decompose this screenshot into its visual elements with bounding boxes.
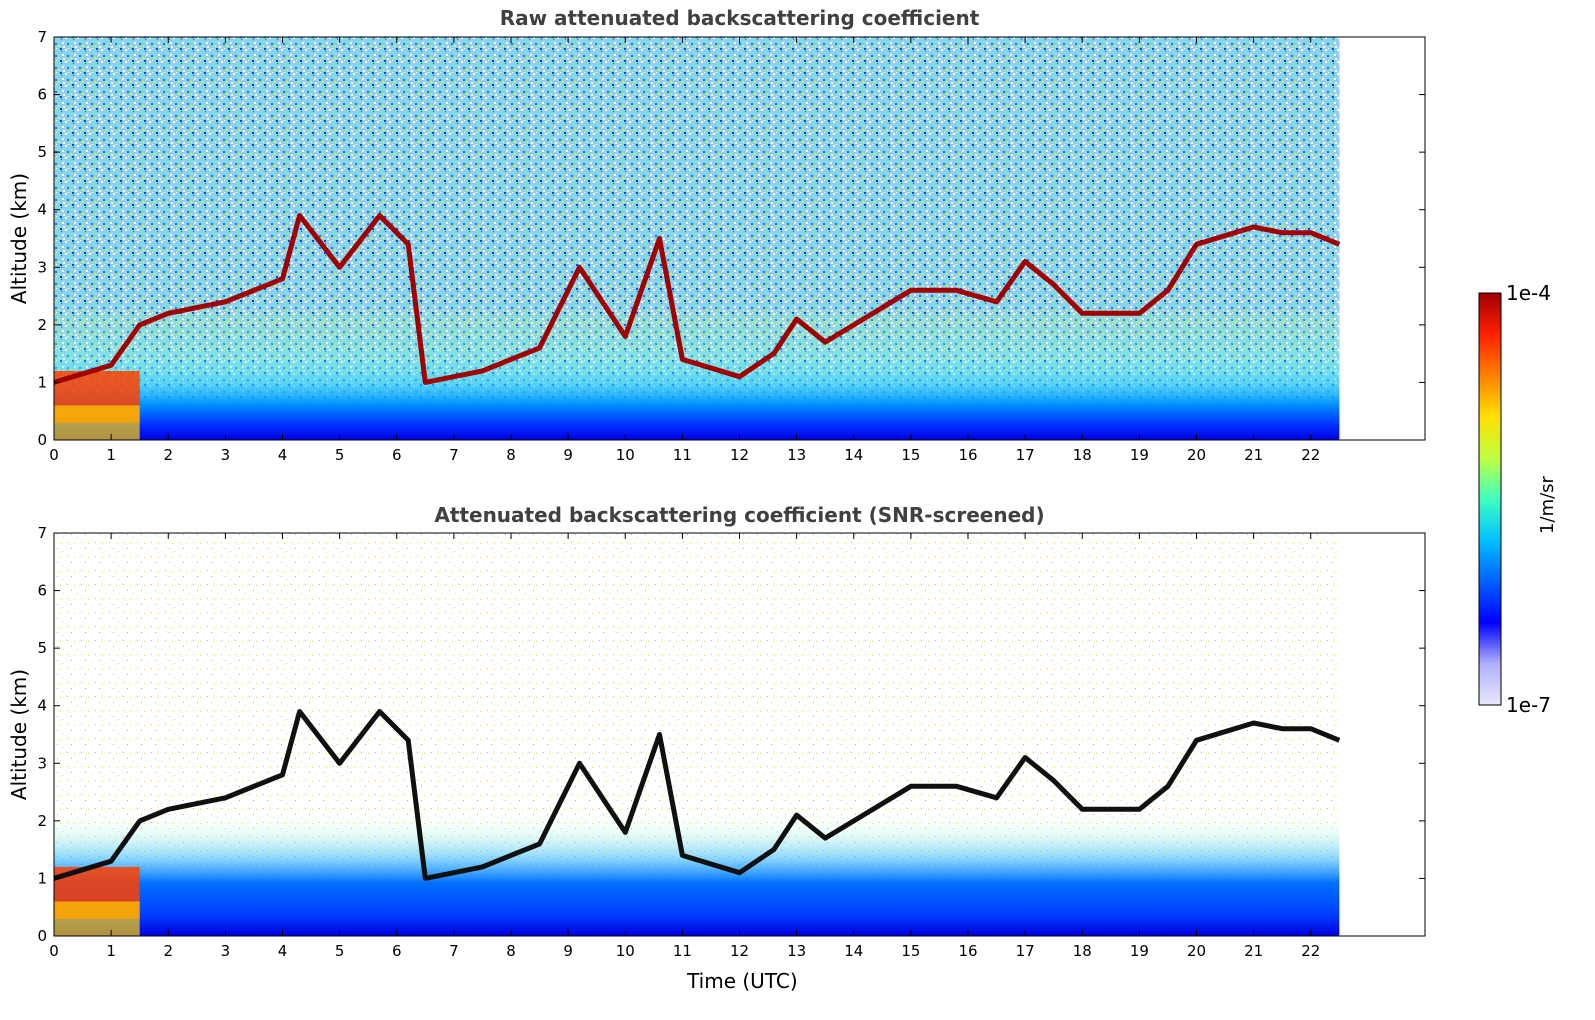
boundary-layer-band [54,809,1340,936]
colorbar: 1e-4 1e-7 1/m/sr [1478,281,1558,717]
x-tick-label: 1 [106,446,116,464]
x-tick-label: 18 [1073,942,1092,960]
x-tick-label: 5 [335,446,345,464]
x-tick-label: 6 [392,942,402,960]
x-tick-label: 16 [958,942,977,960]
y-axis-label: Altitude (km) [7,173,31,304]
x-tick-label: 14 [844,942,863,960]
boundary-layer-band [54,313,1340,440]
colorbar-scale [1478,292,1502,706]
y-tick-label: 7 [37,524,47,542]
x-tick-label: 2 [163,446,173,464]
y-tick-label: 2 [37,812,47,830]
y-tick-label: 0 [37,431,47,449]
x-tick-label: 21 [1244,446,1263,464]
x-tick-label: 19 [1130,446,1149,464]
x-tick-label: 0 [49,942,59,960]
y-tick-label: 3 [37,258,47,276]
x-tick-label: 10 [616,942,635,960]
x-tick-label: 4 [278,942,288,960]
y-tick-label: 1 [37,869,47,887]
x-tick-label: 5 [335,942,345,960]
colorbar-min-label: 1e-7 [1506,693,1551,717]
x-tick-label: 3 [221,446,231,464]
x-tick-label: 15 [901,942,920,960]
y-tick-label: 5 [37,143,47,161]
x-tick-label: 1 [106,942,116,960]
x-tick-label: 13 [787,942,806,960]
x-tick-label: 19 [1130,942,1149,960]
x-tick-label: 10 [616,446,635,464]
plot-screened: 0 1 2 3 4 5 6 7 8 9 10 11 12 13 14 15 16 17 18 19 20 21 220123… [7,524,1426,993]
x-tick-label: 21 [1244,942,1263,960]
x-tick-label: 16 [958,446,977,464]
x-tick-label: 14 [844,446,863,464]
colorbar-max-label: 1e-4 [1506,281,1551,305]
x-tick-label: 8 [506,446,516,464]
x-tick-label: 17 [1016,942,1035,960]
x-tick-label: 0 [49,446,59,464]
x-tick-label: 6 [392,446,402,464]
y-tick-label: 3 [37,754,47,772]
x-tick-label: 20 [1187,942,1206,960]
x-tick-label: 20 [1187,446,1206,464]
x-tick-label: 11 [673,942,692,960]
y-axis-label: Altitude (km) [7,669,31,800]
y-tick-label: 4 [37,201,47,219]
y-tick-label: 7 [37,28,47,46]
x-tick-label: 2 [163,942,173,960]
x-tick-label: 17 [1016,446,1035,464]
x-tick-label: 4 [278,446,288,464]
aerosol-layer-base [54,405,140,440]
x-tick-label: 12 [730,942,749,960]
x-axis-label: Time (UTC) [686,969,798,993]
x-tick-label: 9 [563,942,573,960]
y-tick-label: 6 [37,86,47,104]
cloud-layer-trace [53,709,1341,881]
y-tick-label: 5 [37,639,47,657]
x-tick-label: 3 [221,942,231,960]
y-tick-label: 4 [37,697,47,715]
chart-title-screened: Attenuated backscattering coefficient (S… [434,503,1045,527]
x-tick-label: 9 [563,446,573,464]
y-tick-label: 6 [37,582,47,600]
x-tick-label: 12 [730,446,749,464]
x-tick-label: 13 [787,446,806,464]
y-tick-label: 1 [37,373,47,391]
x-tick-label: 18 [1073,446,1092,464]
plot-raw: 0 1 2 3 4 5 6 7 8 9 10 11 12 13 14 15 16 17 18 19 20 21 220123… [7,28,1426,464]
cloud-layer-trace [53,213,1341,385]
x-tick-label: 15 [901,446,920,464]
x-tick-label: 22 [1301,446,1320,464]
x-tick-label: 7 [449,942,459,960]
x-tick-label: 7 [449,446,459,464]
colorbar-unit-label: 1/m/sr [1537,475,1558,533]
aerosol-layer-base [54,901,140,936]
x-tick-label: 22 [1301,942,1320,960]
x-tick-label: 8 [506,942,516,960]
x-tick-label: 11 [673,446,692,464]
chart-title-raw: Raw attenuated backscattering coefficien… [499,6,980,30]
y-tick-label: 2 [37,316,47,334]
y-tick-label: 0 [37,927,47,945]
